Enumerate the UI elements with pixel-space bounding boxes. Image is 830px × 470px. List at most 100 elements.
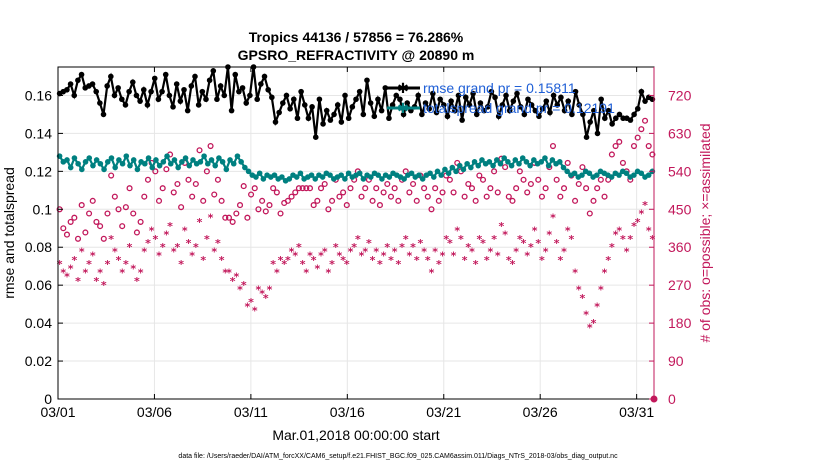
legend: ✱ rmse grand pr = 0.15811 ✱ totalspread … [387,80,615,116]
spread-point [434,168,441,175]
obs-assimilated-point: * [440,250,446,263]
spread-point [256,170,263,177]
spread-point [82,159,89,165]
obs-assimilated-point: * [71,254,77,267]
rmse-point [382,85,389,91]
obs-possible-point [303,185,310,192]
spread-point [623,170,630,177]
spread-point [516,160,522,167]
obs-possible-point [557,193,564,200]
obs-possible-point [74,235,82,242]
rmse-point [199,88,206,95]
obs-possible-point [255,206,262,213]
spread-point [631,172,637,178]
spread-point [523,159,530,165]
rmse-point [203,96,209,103]
spread-point [201,153,207,159]
y2-tick-label: 90 [668,353,684,369]
obs-possible-point [321,180,328,188]
obs-assimilated-point: * [340,254,346,267]
obs-assimilated-point: * [635,216,641,229]
obs-assimilated-point: * [451,250,457,263]
obs-assimilated-point: * [219,254,225,267]
obs-assimilated-point: * [163,229,169,242]
obs-assimilated-point: * [418,237,424,250]
obs-assimilated-point: * [429,267,435,280]
spread-point [171,157,178,163]
legend-label-rmse: rmse grand pr = 0.15811 [423,80,576,96]
rmse-point [108,73,114,80]
spread-point [419,176,426,182]
y-tick-label: 0.14 [25,125,52,141]
obs-possible-point [634,134,641,141]
rmse-point [419,111,425,118]
obs-assimilated-point: * [605,254,611,267]
obs-possible-point [502,164,509,171]
obs-possible-point [266,202,273,209]
rmse-point [78,71,85,78]
rmse-point [441,102,447,108]
obs-assimilated-point: * [160,241,166,254]
obs-possible-point [251,185,258,192]
rmse-point [137,98,143,104]
obs-assimilated-point: * [274,267,280,280]
obs-possible-point [630,142,638,150]
obs-possible-point [178,204,185,211]
obs-possible-point [174,180,181,188]
obs-assimilated-point: * [488,245,494,258]
obs-possible-point [542,185,549,192]
obs-possible-point [203,168,210,175]
obs-assimilated-point: * [646,224,652,237]
rmse-point [514,90,520,97]
rmse-point [261,73,268,80]
rmse-point [173,81,180,87]
obs-possible-point [155,197,163,204]
rmse-point [616,111,623,118]
spread-point [356,170,363,177]
obs-possible-point [421,185,428,192]
obs-possible-point [461,193,468,200]
spread-point [338,172,344,178]
obs-assimilated-point: * [359,250,365,263]
spread-point [505,159,511,165]
rmse-point [144,102,151,108]
spread-point [130,157,137,163]
obs-possible-point [616,138,623,145]
y2-axis-label: # of obs: o=possible; ×=assimilated [697,123,713,342]
y2-tick-label: 360 [668,239,692,255]
obs-assimilated-point: * [270,258,276,271]
rmse-point [634,105,641,112]
obs-possible-point [89,197,96,204]
spread-point [571,170,578,177]
spread-point [104,159,111,165]
obs-possible-point [93,218,100,225]
obs-assimilated-point: * [631,220,637,233]
obs-assimilated-point: * [513,245,519,258]
obs-assimilated-point: * [208,212,214,225]
obs-possible-point [218,197,225,204]
y-tick-label: 0.02 [25,353,52,369]
x-tick-label: 03/31 [619,404,654,420]
rmse-point [148,88,154,95]
obs-possible-point [597,176,604,183]
obs-possible-point [284,197,291,204]
obs-assimilated-point: * [167,220,173,233]
obs-assimilated-point: * [351,241,357,254]
y-tick-label: 0.08 [25,239,52,255]
rmse-point [510,98,517,104]
rmse-point [294,115,301,122]
spread-point [75,160,81,167]
rmse-point [561,107,568,114]
spread-point [493,157,500,163]
obs-assimilated-point: * [557,254,563,267]
spread-point [379,176,385,182]
spread-point [312,176,319,182]
y-tick-label: 0.1 [33,201,53,217]
obs-assimilated-point: * [602,267,608,280]
rmse-point [569,111,575,118]
obs-possible-point [476,172,483,179]
spread-point [164,153,170,159]
rmse-point [547,109,553,116]
rmse-point [550,92,557,99]
obs-assimilated-point: * [565,224,571,237]
